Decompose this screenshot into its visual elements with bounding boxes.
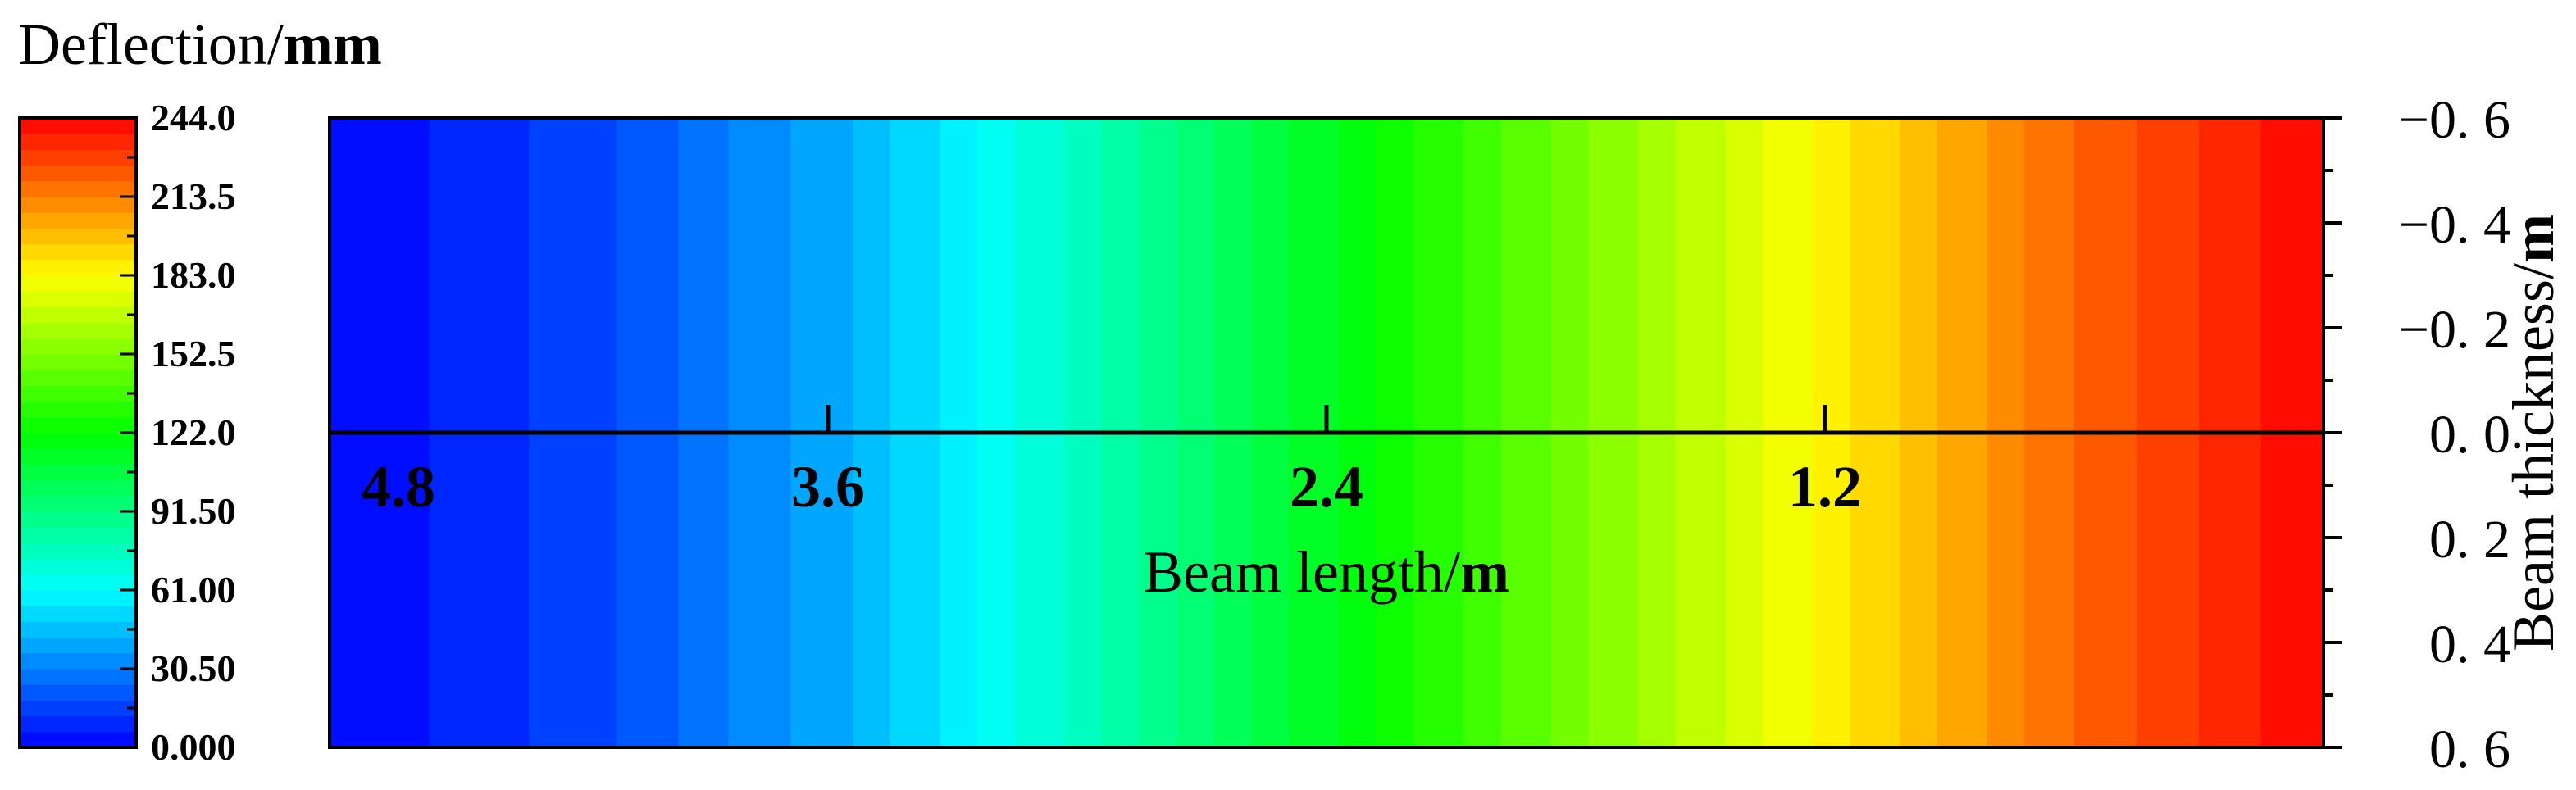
colorbar-band [20,385,136,402]
plot-area: 4.8 3.6 2.4 1.2 Beam length/m [328,116,2325,749]
y-axis-tick-label: 0. 4 [2429,615,2510,674]
colorbar-band [20,527,136,543]
colorbar-band [20,684,136,701]
colorbar-band [20,511,136,528]
colorbar-tick-label: 91.50 [151,490,236,532]
colorbar-band [20,134,136,150]
colorbar-tick-label: 122.0 [151,411,236,453]
colorbar: 244.0 213.5 183.0 152.5 122.0 91.50 61.00 30.50… [18,97,236,768]
colorbar-tick-label: 244.0 [151,97,236,138]
colorbar-band [20,212,136,229]
colorbar-band [20,495,136,512]
colorbar-band [20,464,136,481]
x-axis-tick-label: 2.4 [1290,454,1363,520]
x-axis-tick-label: 3.6 [791,454,865,520]
x-axis-tick-label: 4.8 [362,454,435,520]
colorbar-band [20,669,136,685]
y-axis-tick-label: −0. 6 [2399,90,2510,150]
colorbar-bands [20,118,136,748]
colorbar-tick-label: 183.0 [151,254,236,296]
colorbar-band [20,479,136,497]
x-axis-tick-labels: 4.8 3.6 2.4 1.2 [362,454,1862,520]
colorbar-tick-label: 152.5 [151,333,236,375]
colorbar-band [20,401,136,418]
y-axis-tick-label: −0. 4 [2399,195,2510,255]
colorbar-band [20,149,136,166]
colorbar-band [20,652,136,670]
colorbar-band [20,306,136,324]
colorbar-band [20,543,136,560]
colorbar-band [20,180,136,198]
colorbar-tick-label: 0.000 [151,726,236,768]
colorbar-band [20,558,136,575]
colorbar-band [20,715,136,733]
colorbar-ticks [120,116,136,749]
x-axis-title: Beam length/m [1144,539,1509,605]
y-axis-tick-label: 0. 6 [2429,720,2510,779]
y-axis-tick-label: 0. 2 [2429,510,2510,570]
colorbar-band [20,448,136,465]
colorbar-band [20,574,136,591]
colorbar-tick-labels: 244.0 213.5 183.0 152.5 122.0 91.50 61.00 30.50… [151,97,236,768]
colorbar-band [20,322,136,339]
colorbar-band [20,165,136,182]
colorbar-title: Deflection/mm [18,11,382,77]
colorbar-tick-label: 30.50 [151,647,236,689]
y-axis-ticks [2323,116,2342,749]
y-axis-tick-labels: −0. 6 −0. 4 −0. 2 0. 0 0. 2 0. 4 0. 6 [2399,90,2510,779]
colorbar-band [20,700,136,717]
colorbar-band [20,197,136,213]
y-axis: −0. 6 −0. 4 −0. 2 0. 0 0. 2 0. 4 0. 6 Beam thi… [2323,90,2566,779]
colorbar-band [20,118,136,134]
colorbar-band [20,590,136,606]
x-axis-tick-label: 1.2 [1788,454,1862,520]
colorbar-band [20,637,136,654]
colorbar-band [20,731,136,748]
colorbar-band [20,354,136,370]
y-axis-tick-label: −0. 2 [2399,300,2510,360]
colorbar-band [20,259,136,276]
y-axis-title: Beam thickness/m [2501,214,2566,652]
colorbar-band [20,228,136,245]
colorbar-band [20,370,136,386]
y-axis-tick-label: 0. 0 [2429,405,2510,465]
colorbar-band [20,291,136,307]
colorbar-band [20,243,136,261]
x-axis-ticks [826,405,1827,433]
colorbar-band [20,416,136,434]
colorbar-tick-label: 213.5 [151,175,236,217]
colorbar-band [20,606,136,622]
colorbar-band [20,621,136,638]
colorbar-band [20,275,136,292]
colorbar-band [20,338,136,355]
colorbar-band [20,433,136,449]
colorbar-tick-label: 61.00 [151,569,236,611]
